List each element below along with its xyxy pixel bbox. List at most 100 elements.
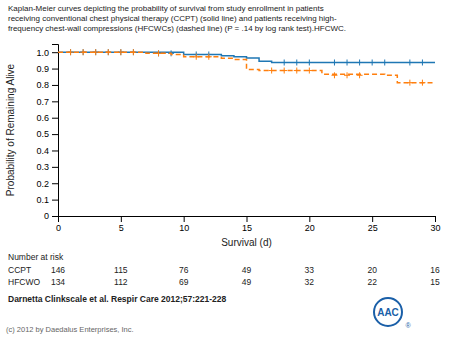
tick-label: 0.3: [36, 162, 49, 172]
risk-count: 20: [367, 265, 377, 275]
tick-mark: [52, 150, 58, 151]
tick-label: 15: [242, 223, 252, 233]
tick: 10: [179, 216, 189, 233]
risk-row-label: HFCWO: [8, 277, 40, 287]
censor-mark: [269, 68, 275, 74]
risk-count: 115: [114, 265, 128, 275]
axis-line: [59, 217, 436, 223]
censor-mark: [156, 50, 162, 56]
tick-mark: [52, 216, 58, 217]
censor-mark: [357, 60, 363, 66]
tick-label: 0.8: [36, 80, 49, 90]
censor-mark: [419, 80, 425, 86]
tick-mark: [52, 52, 58, 53]
tick-label: 25: [368, 223, 378, 233]
risk-count: 146: [51, 265, 65, 275]
risk-count: 112: [114, 277, 128, 287]
tick-mark: [52, 167, 58, 168]
tick: 0.5: [36, 129, 58, 139]
tick: 20: [305, 216, 315, 233]
copyright: (c) 2012 by Daedalus Enterprises, Inc.: [6, 325, 134, 334]
censor-mark: [93, 49, 99, 55]
tick: 0: [44, 211, 58, 221]
censor-mark: [193, 54, 199, 60]
censor-mark: [294, 68, 300, 74]
tick: 0.2: [36, 179, 58, 189]
risk-count: 76: [179, 265, 189, 275]
censor-mark: [331, 60, 337, 66]
tick-label: 0.4: [36, 146, 49, 156]
tick: 0.4: [36, 146, 58, 156]
censor-mark: [306, 60, 312, 66]
tick: 0.1: [36, 195, 58, 205]
tick: 0.3: [36, 162, 58, 172]
tick: 25: [368, 216, 378, 233]
tick-label: 0.6: [36, 113, 49, 123]
survival-line: [58, 52, 435, 82]
risk-count: 49: [242, 265, 252, 275]
censor-mark: [419, 60, 425, 66]
tick-label: 0.9: [36, 64, 49, 74]
censor-mark: [331, 72, 337, 78]
logo: AAC®: [374, 298, 411, 329]
censor-mark: [80, 49, 86, 55]
logo-text: AAC: [377, 307, 399, 318]
tick-label: 0.1: [36, 195, 49, 205]
censor-mark: [407, 80, 413, 86]
x-axis: 0 5 10 15 20 25 30: [56, 216, 441, 233]
censor-mark: [68, 49, 74, 55]
censor-mark: [118, 49, 124, 55]
censor-mark: [281, 60, 287, 66]
censor-mark: [281, 68, 287, 74]
tick-mark: [52, 183, 58, 184]
tick-mark: [52, 134, 58, 135]
tick-label: 10: [179, 223, 189, 233]
tick-mark: [121, 216, 122, 222]
tick-mark: [52, 118, 58, 119]
risk-table: Number at riskCCPT1461157649332016HFCWO1…: [8, 252, 440, 287]
tick-mark: [435, 216, 436, 222]
risk-count: 16: [430, 265, 440, 275]
tick: 5: [119, 216, 124, 233]
censor-mark: [105, 49, 111, 55]
risk-row-label: CCPT: [8, 265, 31, 275]
tick-label: 0: [56, 223, 61, 233]
censor-mark: [130, 49, 136, 55]
tick-label: 1.0: [36, 48, 49, 58]
tick-mark: [52, 69, 58, 70]
plot-area: [58, 49, 435, 85]
y-axis: 0 0.1 0.2 0.3 0.4 0.5 0.6 0.7 0.8 0.9 1.0: [36, 45, 58, 222]
censor-mark: [369, 60, 375, 66]
tick: 1.0: [36, 48, 58, 58]
title: frequency chest-wall compressions (HFCWC…: [8, 24, 346, 33]
risk-count: 134: [51, 277, 65, 287]
censor-mark: [93, 49, 99, 55]
title: Kaplan-Meier curves depicting the probab…: [8, 4, 324, 13]
risk-count: 49: [242, 277, 252, 287]
tick-mark: [247, 216, 248, 222]
risk-count: 15: [430, 277, 440, 287]
censor-mark: [294, 60, 300, 66]
tick: 30: [430, 216, 440, 233]
tick: 0.7: [36, 97, 58, 107]
x-axis-title: Survival (d): [221, 237, 272, 248]
tick-mark: [372, 216, 373, 222]
tick: 0.8: [36, 80, 58, 90]
tick-label: 0.2: [36, 179, 49, 189]
censor-mark: [206, 54, 212, 60]
tick-label: 0.7: [36, 97, 49, 107]
tick-mark: [184, 216, 185, 222]
chart-svg: Kaplan-Meier curves depicting the probab…: [0, 0, 450, 338]
risk-count: 69: [179, 277, 189, 287]
censor-mark: [382, 60, 388, 66]
risk-count: 33: [305, 265, 315, 275]
tick: 0.6: [36, 113, 58, 123]
tick-label: 30: [430, 223, 440, 233]
risk-count: 32: [305, 277, 315, 287]
tick: 0: [56, 216, 61, 233]
censor-mark: [68, 49, 74, 55]
risk-count: 22: [367, 277, 377, 287]
censor-mark: [130, 49, 136, 55]
censor-mark: [357, 72, 363, 78]
logo-ring: [374, 298, 402, 326]
